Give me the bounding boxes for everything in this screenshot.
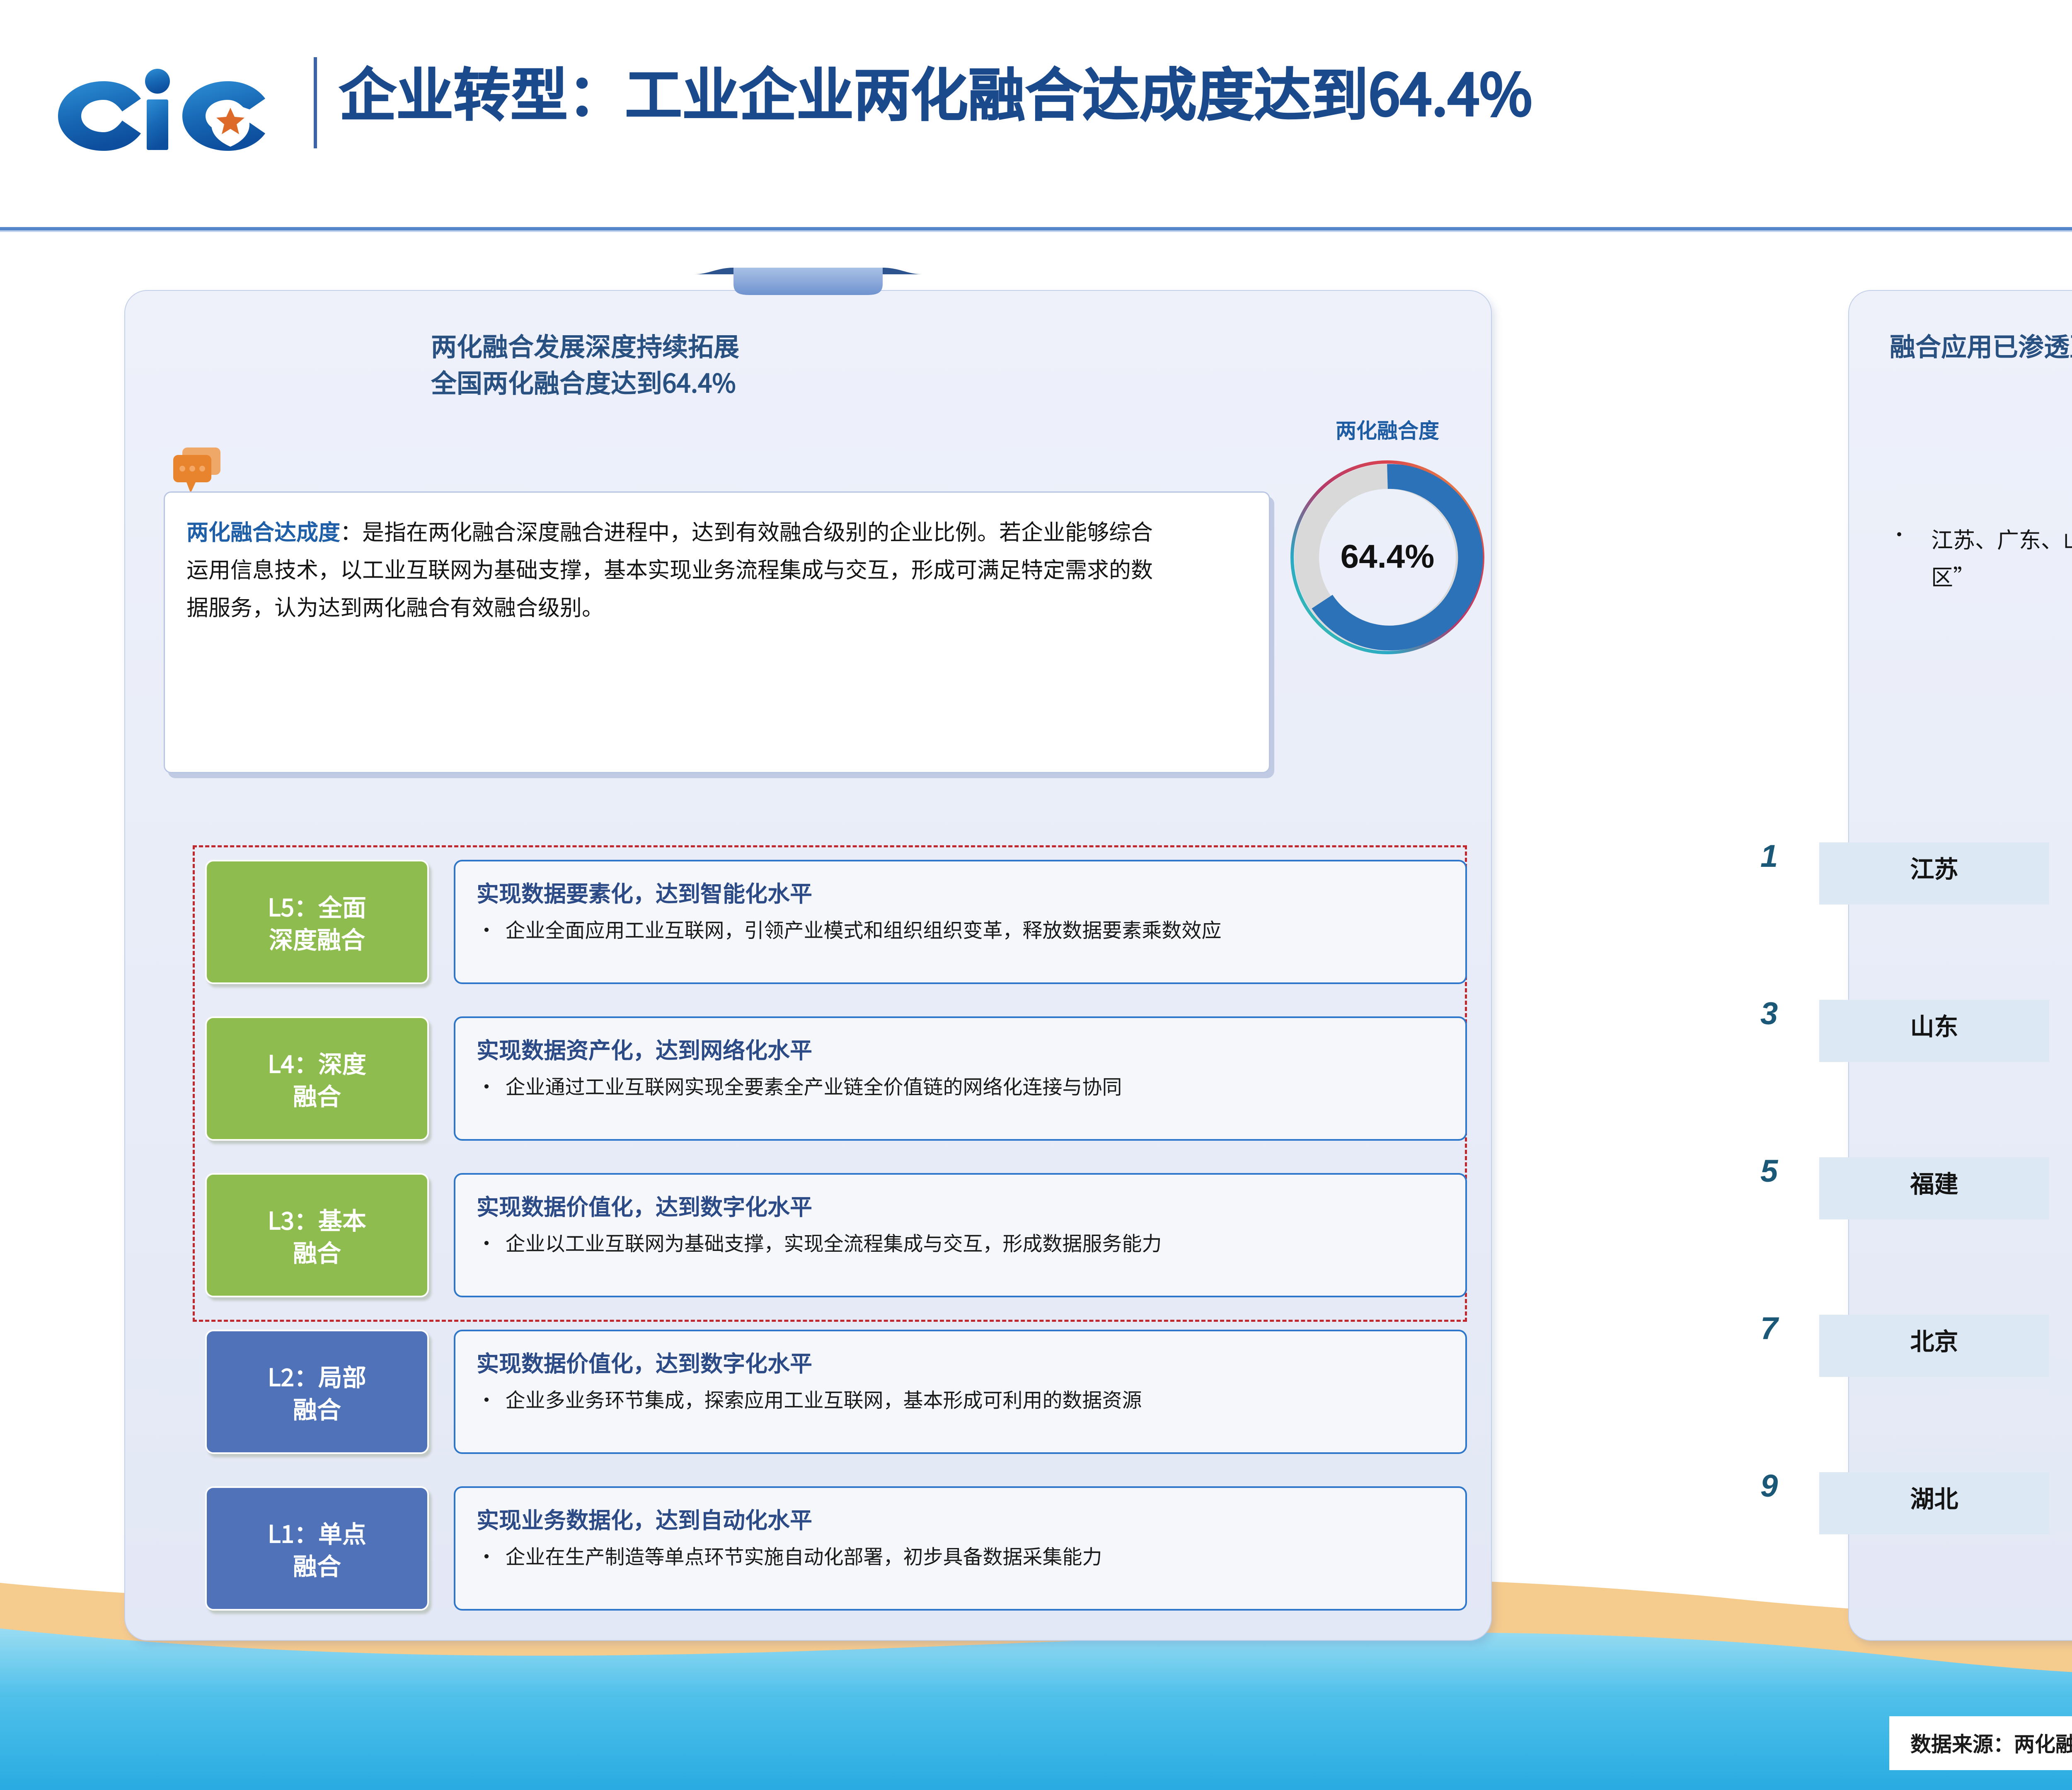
svg-text:64.4%: 64.4% [1341,538,1435,575]
